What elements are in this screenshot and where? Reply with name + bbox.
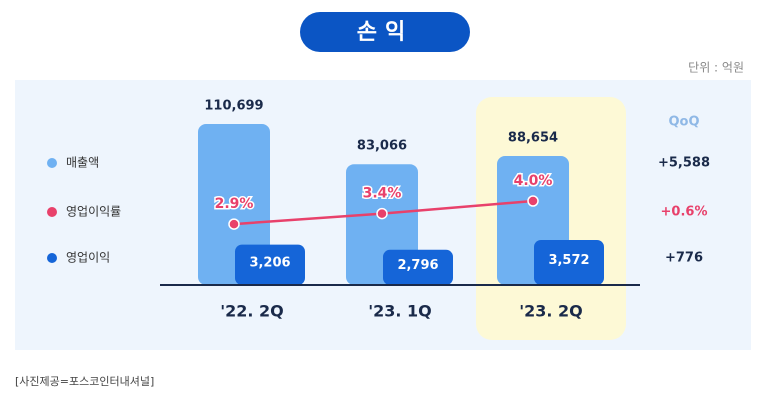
- x-tick-label: '23. 2Q: [519, 302, 583, 321]
- caption: [사진제공=포스코인터내셔널]: [15, 375, 154, 388]
- legend-dot: [47, 253, 57, 263]
- qoq-header: QoQ: [668, 115, 699, 130]
- margin-point: [228, 218, 240, 230]
- profit-label: 2,796: [397, 258, 438, 273]
- profit-bar: [235, 244, 305, 285]
- title-pill: [300, 12, 470, 52]
- margin-point: [527, 195, 539, 207]
- margin-label: 4.0%: [514, 173, 553, 189]
- margin-label: 3.4%: [363, 186, 402, 202]
- profit-bar: [534, 240, 604, 285]
- x-tick-label: '22. 2Q: [220, 302, 284, 321]
- legend-label: 매출액: [66, 156, 99, 170]
- legend-label: 영업이익: [66, 251, 110, 265]
- revenue-label: 83,066: [357, 139, 407, 154]
- chart-title: 손익: [357, 20, 413, 45]
- profit-label: 3,206: [249, 255, 290, 270]
- qoq-label: +776: [665, 251, 703, 266]
- profit-bar: [383, 249, 453, 285]
- legend-label: 영업이익률: [66, 205, 121, 219]
- qoq-label: +0.6%: [661, 205, 708, 220]
- unit-label: 단위 : 억원: [688, 61, 744, 75]
- revenue-label: 110,699: [204, 99, 263, 114]
- qoq-label: +5,588: [658, 156, 710, 171]
- revenue-label: 88,654: [508, 131, 558, 146]
- legend-dot: [47, 158, 57, 168]
- x-tick-label: '23. 1Q: [368, 302, 432, 321]
- margin-label: 2.9%: [215, 196, 254, 212]
- margin-point: [376, 207, 388, 220]
- legend-dot: [47, 207, 57, 217]
- profit-label: 3,572: [548, 253, 589, 268]
